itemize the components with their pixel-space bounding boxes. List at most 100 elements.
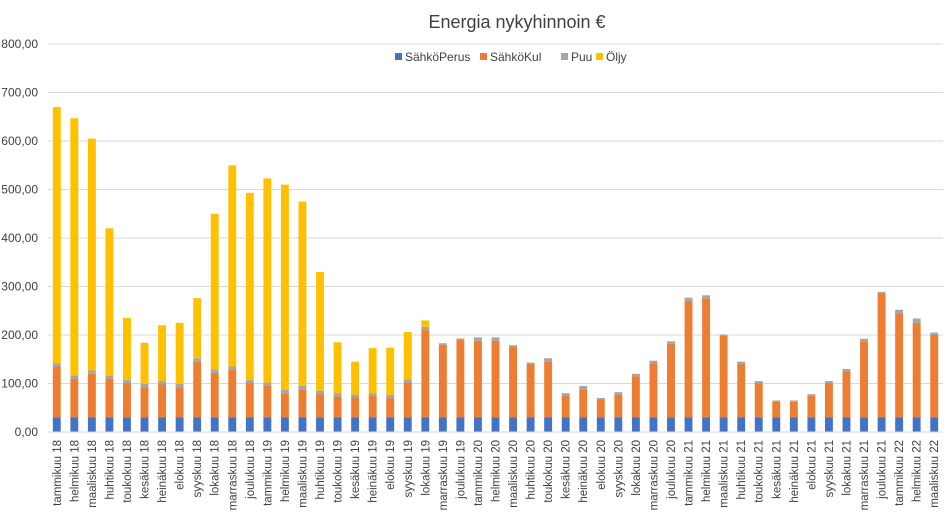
x-tick-label: heinäkuu 20 bbox=[578, 440, 590, 503]
bar-stack bbox=[351, 361, 360, 432]
bar-segment bbox=[351, 397, 360, 418]
bar-segment bbox=[421, 417, 430, 432]
bar-segment bbox=[807, 395, 816, 418]
bar-segment bbox=[105, 375, 114, 379]
bar-stack bbox=[596, 398, 605, 432]
bar-segment bbox=[456, 417, 465, 432]
bar-segment bbox=[386, 398, 395, 418]
bar-segment bbox=[368, 395, 377, 418]
bar-stack bbox=[579, 385, 588, 432]
y-tick-label: 400,00 bbox=[1, 231, 38, 245]
bar-segment bbox=[245, 383, 254, 418]
bar-segment bbox=[175, 322, 184, 384]
x-tick-label: huhtikuu 20 bbox=[526, 440, 538, 499]
bar-stack bbox=[210, 213, 219, 432]
x-tick-label: joulukuu 21 bbox=[877, 440, 889, 500]
bar-segment bbox=[123, 417, 131, 432]
bar-segment bbox=[351, 361, 360, 395]
bar-segment bbox=[123, 318, 131, 381]
x-tick-label: tammikuu 20 bbox=[473, 440, 485, 506]
bar-segment bbox=[298, 417, 307, 432]
x-tick-label: maaliskuu 18 bbox=[87, 440, 99, 508]
bar-segment bbox=[719, 335, 728, 418]
x-tick-label: lokakuu 18 bbox=[210, 440, 222, 496]
bar-segment bbox=[87, 138, 96, 371]
bar-segment bbox=[210, 417, 219, 432]
x-tick-label: tammikuu 18 bbox=[52, 440, 64, 506]
bar-segment bbox=[702, 295, 711, 299]
bar-segment bbox=[280, 393, 289, 418]
bar-segment bbox=[228, 369, 237, 418]
bar-segment bbox=[789, 400, 798, 402]
bar-segment bbox=[614, 417, 623, 432]
bar-segment bbox=[737, 361, 746, 365]
bar-segment bbox=[596, 398, 605, 400]
x-tick-label: elokuu 18 bbox=[175, 440, 187, 490]
x-tick-label: maaliskuu 20 bbox=[508, 440, 520, 508]
bar-segment bbox=[772, 401, 781, 418]
bar-segment bbox=[210, 369, 219, 373]
x-tick-label: joulukuu 19 bbox=[455, 440, 467, 500]
bar-stack bbox=[614, 392, 623, 432]
bar-segment bbox=[667, 343, 675, 418]
bar-stack bbox=[509, 345, 517, 432]
bar-segment bbox=[438, 417, 447, 432]
bar-segment bbox=[351, 417, 360, 432]
bar-segment bbox=[263, 382, 272, 386]
bar-segment bbox=[877, 417, 886, 432]
bar-segment bbox=[737, 417, 746, 432]
bar-stack bbox=[438, 343, 447, 432]
x-axis-tick-labels: tammikuu 18 helmikuu 18 maaliskuu 18 huhtik… bbox=[52, 440, 941, 510]
x-tick-label: kesäkuu 20 bbox=[561, 440, 573, 499]
bar-segment bbox=[754, 383, 763, 418]
bar-stack bbox=[842, 368, 851, 432]
bar-stack bbox=[386, 347, 395, 432]
bar-segment bbox=[298, 201, 307, 386]
x-tick-label: elokuu 21 bbox=[806, 440, 818, 490]
bar-segment bbox=[702, 298, 711, 418]
bar-segment bbox=[561, 393, 570, 396]
legend-swatch bbox=[395, 53, 402, 60]
bar-segment bbox=[667, 417, 675, 432]
bar-segment bbox=[684, 417, 693, 432]
bar-stack bbox=[807, 394, 816, 432]
bar-stack bbox=[930, 332, 939, 432]
bar-segment bbox=[403, 332, 412, 380]
bar-stack bbox=[193, 298, 202, 432]
bar-segment bbox=[403, 382, 412, 418]
bar-segment bbox=[298, 385, 307, 390]
bar-segment bbox=[667, 341, 675, 344]
bar-segment bbox=[52, 107, 61, 364]
bar-stack bbox=[860, 338, 868, 432]
x-tick-label: elokuu 19 bbox=[385, 440, 397, 490]
bar-stack bbox=[368, 348, 377, 432]
bar-stack bbox=[561, 393, 570, 432]
bar-segment bbox=[509, 417, 517, 432]
x-tick-label: toukokuu 19 bbox=[333, 440, 345, 503]
bar-segment bbox=[316, 390, 324, 395]
bar-segment bbox=[193, 417, 202, 432]
x-tick-label: tammikuu 21 bbox=[684, 440, 696, 506]
bar-segment bbox=[526, 417, 535, 432]
x-tick-label: maaliskuu 21 bbox=[719, 440, 731, 508]
bar-segment bbox=[175, 383, 184, 388]
bar-segment bbox=[860, 341, 868, 418]
x-tick-label: maaliskuu 22 bbox=[929, 440, 941, 508]
x-tick-label: joulukuu 20 bbox=[666, 440, 678, 500]
bar-stack bbox=[667, 341, 675, 432]
bar-segment bbox=[474, 337, 482, 341]
bar-segment bbox=[87, 417, 96, 432]
bar-segment bbox=[614, 394, 623, 418]
bar-segment bbox=[754, 417, 763, 432]
bar-segment bbox=[877, 293, 886, 418]
y-tick-label: 600,00 bbox=[1, 134, 38, 148]
x-tick-label: kesäkuu 21 bbox=[771, 440, 783, 499]
bar-segment bbox=[930, 332, 939, 335]
bar-segment bbox=[544, 358, 553, 362]
bar-segment bbox=[316, 271, 324, 391]
x-tick-label: helmikuu 21 bbox=[701, 440, 713, 502]
bar-segment bbox=[824, 383, 833, 418]
bar-segment bbox=[228, 417, 237, 432]
bar-stack bbox=[263, 178, 272, 432]
